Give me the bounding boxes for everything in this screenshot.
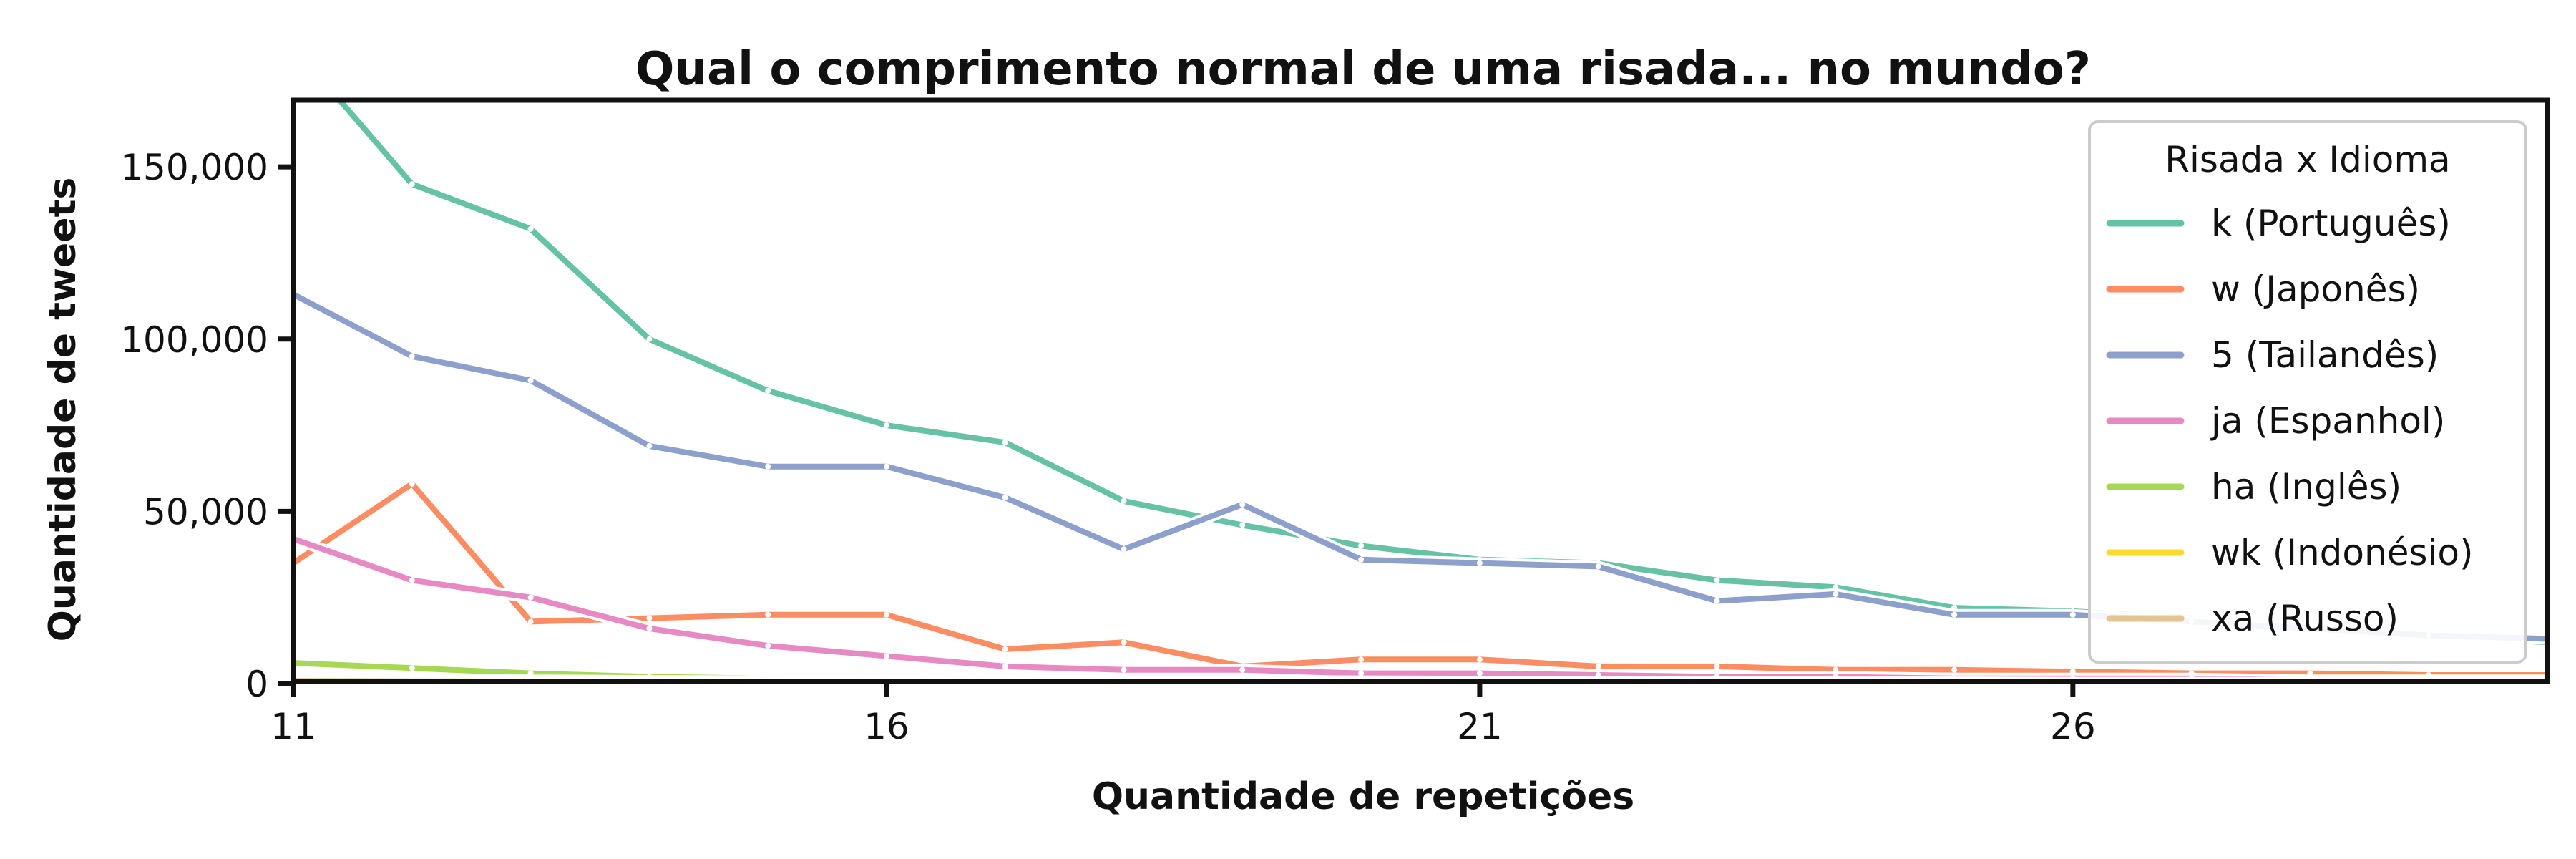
series-0-point	[883, 422, 889, 429]
series-0-point	[1002, 440, 1008, 446]
series-0-point	[1121, 498, 1127, 504]
legend-items: k (Português) w (Japonês) 5 (Tailandês) ja …	[2106, 203, 2474, 639]
series-3-point	[646, 626, 653, 631]
series-2-point	[1121, 546, 1127, 553]
chart-title: Qual o comprimento normal de uma risada.…	[635, 43, 2091, 96]
x-axis-label: Quantidade de repetições	[1092, 775, 1634, 818]
series-4-point	[409, 665, 415, 671]
x-tick-label: 11	[270, 706, 316, 747]
series-3-point	[1358, 670, 1365, 676]
series-0-point	[1714, 577, 1720, 583]
series-1-point	[1121, 639, 1127, 646]
series-0-point	[646, 336, 653, 342]
y-tick-label: 0	[245, 664, 268, 705]
series-3-point	[1239, 666, 1246, 673]
series-2-point	[883, 463, 889, 470]
series-3-point	[883, 653, 889, 659]
series-1-point	[1951, 666, 1958, 673]
legend-label: ha (Inglês)	[2211, 466, 2401, 508]
series-1-point	[1476, 656, 1483, 663]
series-2-point	[2069, 611, 2076, 618]
series-2-point	[1951, 611, 1958, 618]
series-1-point	[409, 480, 415, 487]
series-3-point	[1002, 663, 1008, 669]
legend-label: wk (Indonésio)	[2211, 532, 2474, 573]
series-2-point	[1595, 563, 1601, 570]
series-0-point	[765, 387, 771, 394]
series-3-point	[1476, 670, 1483, 676]
x-ticks: 11 16 21 26	[270, 681, 2096, 747]
legend-label: k (Português)	[2211, 203, 2451, 244]
y-ticks: 0 50,000 100,000 150,000	[120, 147, 293, 705]
series-0-point	[527, 225, 534, 232]
legend-label: w (Japonês)	[2211, 268, 2420, 310]
x-tick-label: 21	[1457, 706, 1503, 747]
series-2-point	[765, 463, 771, 470]
x-tick-label: 26	[2050, 706, 2096, 747]
legend-box	[2088, 120, 2527, 664]
legend-label: xa (Russo)	[2211, 598, 2399, 639]
plot-frame	[291, 97, 2550, 684]
series-0-point	[409, 181, 415, 188]
series-2-point	[527, 377, 534, 384]
legend-label: 5 (Tailandês)	[2211, 334, 2439, 376]
series-2-point	[1476, 560, 1483, 566]
series-3-point	[765, 643, 771, 649]
series-2-point	[1833, 591, 1839, 597]
y-tick-label: 150,000	[120, 147, 268, 188]
legend-title: Risada x Idioma	[2165, 139, 2450, 180]
y-axis-label: Quantidade de tweets	[42, 178, 84, 642]
series-2-point	[646, 442, 653, 449]
series-0-point	[1358, 543, 1365, 549]
series-1-point	[1002, 646, 1008, 652]
legend: Risada x Idioma k (Português) w (Japonês)…	[2088, 120, 2527, 664]
series-1-point	[765, 611, 771, 618]
series-0-point	[1239, 522, 1246, 528]
series-1-point	[883, 611, 889, 618]
series-1-point	[1595, 663, 1601, 669]
series-2-point	[1714, 598, 1720, 604]
series-1-point	[527, 618, 534, 625]
legend-label: ja (Espanhol)	[2210, 400, 2445, 442]
y-tick-label: 50,000	[143, 491, 268, 533]
y-tick-label: 100,000	[120, 319, 268, 361]
series-3-point	[1121, 666, 1127, 673]
series-2-point	[1002, 495, 1008, 501]
series-2-point	[1239, 501, 1246, 508]
series-1-point	[646, 615, 653, 621]
series-1-point	[1358, 656, 1365, 663]
series-3-point	[409, 577, 415, 583]
series-1-point	[1714, 663, 1720, 669]
series-2-point	[1358, 556, 1365, 563]
series-2-point	[409, 353, 415, 359]
series-3-point	[527, 594, 534, 601]
x-tick-label: 16	[864, 706, 909, 747]
